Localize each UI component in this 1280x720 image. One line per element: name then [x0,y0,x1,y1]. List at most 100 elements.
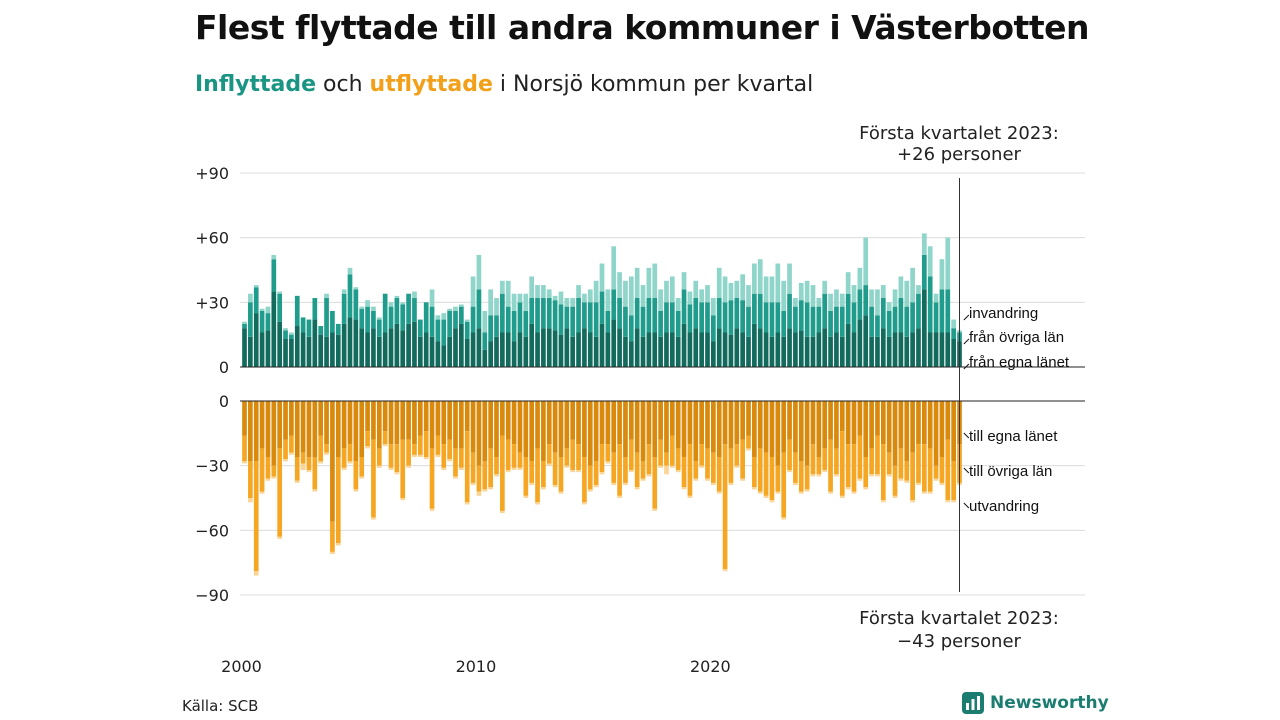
bar-out-segment [394,444,400,473]
legend-label-in: invandring [969,305,1038,322]
bar-in-segment [552,295,558,301]
bar-in-segment [763,276,769,303]
bar-out-segment [669,465,675,468]
bar-in-segment [658,289,663,311]
bar-in-segment [705,285,710,303]
bar-in-segment [851,302,857,333]
bar-out-segment [248,401,253,462]
bar-in-segment [816,306,822,333]
bar-in-segment [816,332,822,367]
bar-out-segment [271,401,277,466]
bar-in-segment [681,272,687,290]
bar-out-segment [734,401,740,445]
bar-out-segment [447,439,452,460]
bar-out-segment [699,465,704,468]
bar-out-segment [716,401,722,458]
bar-in-segment [423,332,429,367]
bar-in-segment [839,336,845,367]
bar-in-segment [576,332,581,367]
bar-in-segment [910,332,915,367]
bar-in-segment [412,298,417,322]
bar-out-segment [722,401,728,445]
bar-out-segment [804,401,810,466]
bar-out-segment [406,401,411,440]
bar-in-segment [628,276,634,316]
bar-out-segment [394,401,400,445]
bar-in-segment [464,321,470,339]
bar-out-segment [617,444,622,496]
bar-out-segment [523,457,529,496]
bar-out-segment [945,401,951,440]
bar-in-segment [371,310,376,329]
bar-in-segment [564,306,570,329]
bar-out-segment [412,401,417,445]
bar-out-segment [300,452,306,464]
bar-out-segment [570,401,576,440]
bar-out-segment [898,401,904,449]
bar-out-segment [388,467,394,470]
y-tick-out: −30 [195,457,229,476]
bar-in-segment [394,323,400,367]
bar-in-segment [541,285,546,299]
bar-in-segment [511,341,517,367]
bar-in-segment [289,334,294,339]
bar-out-segment [787,401,792,440]
bar-out-segment [804,465,810,490]
bar-out-segment [927,491,933,494]
bar-out-segment [734,444,740,466]
bar-out-segment [335,543,341,546]
bar-in-segment [716,298,722,329]
bar-in-segment [382,293,388,333]
bar-in-segment [347,267,353,275]
bar-out-segment [869,401,874,449]
bar-out-segment [658,465,663,468]
bar-in-segment [711,315,716,342]
bar-out-segment [400,498,406,501]
bar-out-segment [265,478,271,481]
bar-in-segment [593,336,599,367]
bar-out-segment [921,444,927,492]
bar-in-segment [711,298,716,316]
bar-out-segment [834,401,839,449]
bar-out-segment [242,461,247,464]
legend-label-out: till egna länet [969,428,1058,445]
bar-in-segment [376,336,382,367]
bar-in-segment [505,280,511,307]
bar-in-segment [242,321,247,324]
bar-in-segment [669,332,675,367]
bar-out-segment [464,502,470,505]
bar-in-segment [570,298,576,307]
bar-in-segment [886,310,892,337]
bar-out-segment [734,465,740,468]
bar-out-segment [341,448,347,468]
x-tick: 2000 [221,657,262,676]
bar-in-segment [746,306,751,337]
bar-in-segment [951,319,956,329]
bar-in-segment [634,328,640,367]
bar-in-segment [880,328,886,367]
bar-in-segment [359,328,365,367]
bar-out-segment [406,465,411,468]
y-tick-in: 0 [219,358,229,377]
bar-in-segment [470,332,476,367]
bar-in-segment [617,328,622,367]
bar-in-segment [482,310,488,333]
bar-in-segment [570,306,576,337]
bar-in-segment [728,282,734,301]
bar-out-segment [388,444,394,468]
bar-out-segment [570,469,576,473]
bar-in-segment [587,302,593,333]
bar-out-segment [875,401,880,436]
bar-out-segment [423,401,429,432]
bar-out-segment [705,478,710,481]
bar-out-segment [259,401,265,449]
bar-in-segment [283,328,288,331]
bar-out-segment [365,446,370,449]
bar-out-segment [535,502,540,505]
bar-out-segment [898,448,904,479]
bar-out-segment [793,452,798,483]
bar-out-segment [529,461,535,483]
bar-in-segment [576,298,581,333]
bar-out-segment [417,401,423,436]
bar-out-segment [394,472,400,475]
